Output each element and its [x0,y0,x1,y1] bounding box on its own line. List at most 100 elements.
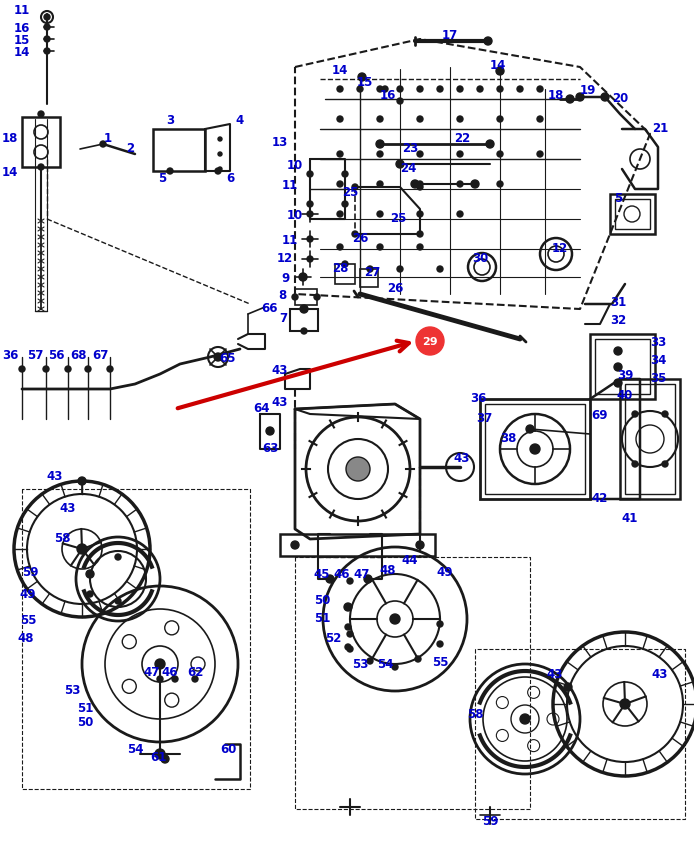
Text: 49: 49 [437,565,453,578]
Text: 50: 50 [77,715,93,728]
Circle shape [437,622,443,628]
Circle shape [44,25,50,31]
Text: 43: 43 [60,501,76,514]
Text: 58: 58 [467,708,483,721]
Circle shape [347,647,353,653]
Circle shape [337,152,343,158]
Bar [335,264,355,285]
Circle shape [471,181,479,189]
Circle shape [530,444,540,455]
Circle shape [307,172,313,177]
Circle shape [38,164,44,170]
Circle shape [337,87,343,93]
Text: 48: 48 [18,631,34,644]
Circle shape [157,676,163,682]
Circle shape [486,141,494,149]
Text: 51: 51 [314,610,330,623]
Bar [595,339,650,394]
Circle shape [415,656,421,662]
Circle shape [266,428,274,436]
Text: 7: 7 [279,311,287,324]
Circle shape [457,152,463,158]
Text: 67: 67 [92,348,108,361]
Circle shape [537,152,543,158]
Text: 36: 36 [2,348,18,361]
Text: 69: 69 [592,408,608,421]
Circle shape [44,37,50,43]
Circle shape [520,714,530,724]
Circle shape [347,579,353,585]
Text: 45: 45 [314,568,330,581]
Circle shape [632,461,638,468]
Circle shape [301,329,307,335]
Text: 43: 43 [46,469,63,482]
Circle shape [337,212,343,218]
Text: 26: 26 [387,282,403,294]
Text: 10: 10 [287,158,303,171]
Bar [625,385,675,494]
Circle shape [342,262,348,268]
Text: 47: 47 [354,568,370,581]
Circle shape [397,267,403,273]
Circle shape [662,461,668,468]
Text: 43: 43 [454,451,471,464]
Circle shape [377,87,383,93]
Circle shape [345,624,351,630]
Circle shape [620,699,630,709]
Circle shape [417,212,423,218]
Circle shape [358,74,366,82]
Text: 25: 25 [342,185,358,198]
Circle shape [564,684,572,691]
Text: 30: 30 [472,251,488,264]
Circle shape [437,87,443,93]
Circle shape [352,185,358,191]
Circle shape [43,367,49,373]
Text: 29: 29 [422,337,438,347]
Text: 37: 37 [476,411,492,424]
Bar [480,400,590,499]
Circle shape [44,15,50,21]
Circle shape [44,49,50,55]
Circle shape [411,181,419,189]
Circle shape [614,363,622,372]
Circle shape [107,367,113,373]
Text: 14: 14 [2,165,18,178]
Circle shape [78,478,86,486]
Circle shape [382,87,388,93]
Text: 50: 50 [314,593,330,606]
Text: 16: 16 [14,22,30,34]
Text: 49: 49 [19,588,36,601]
Bar [360,269,378,288]
Bar [280,535,435,556]
Text: 54: 54 [127,743,143,756]
Text: 12: 12 [552,241,568,254]
Text: 13: 13 [272,135,288,148]
Circle shape [326,575,334,583]
Text: 12: 12 [277,251,293,264]
Circle shape [337,245,343,251]
Text: 14: 14 [490,59,506,71]
Circle shape [87,592,93,598]
Circle shape [614,380,622,387]
Circle shape [172,676,178,682]
Text: 66: 66 [262,301,278,314]
Circle shape [115,554,121,561]
Text: 43: 43 [652,668,668,681]
Text: 39: 39 [617,368,633,381]
Text: 64: 64 [254,401,270,414]
Text: 59: 59 [22,565,38,578]
Circle shape [526,425,534,433]
Circle shape [65,367,71,373]
Text: 31: 31 [610,295,626,308]
Circle shape [437,267,443,273]
Circle shape [437,641,443,647]
Circle shape [417,117,423,123]
Text: 46: 46 [334,568,350,581]
Circle shape [367,267,373,273]
Circle shape [477,87,483,93]
Circle shape [377,152,383,158]
Circle shape [342,201,348,208]
Circle shape [100,142,106,148]
Text: 10: 10 [287,208,303,221]
Text: 47: 47 [144,665,160,678]
